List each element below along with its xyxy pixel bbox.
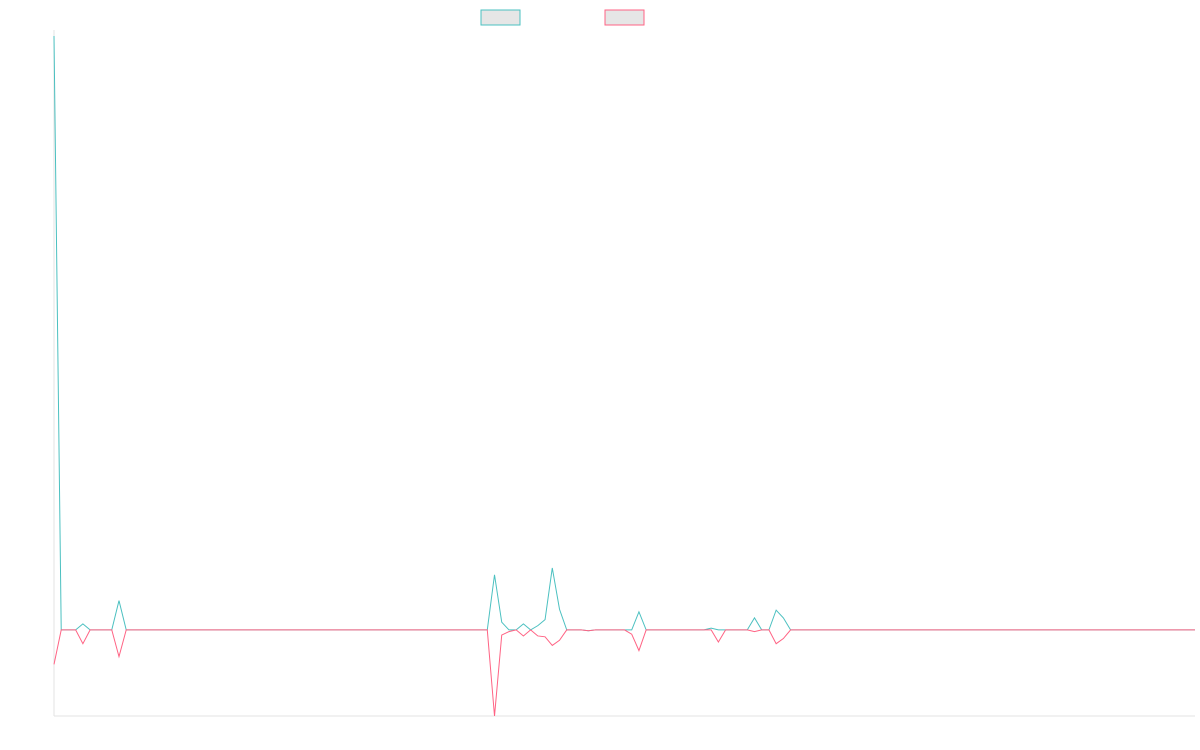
series-line-2 bbox=[53, 629, 1195, 717]
legend-swatch-1[interactable] bbox=[480, 9, 521, 26]
legend[interactable] bbox=[480, 9, 645, 26]
series-group bbox=[53, 35, 1195, 717]
series-line-1 bbox=[53, 35, 1195, 632]
legend-swatch-2[interactable] bbox=[604, 9, 645, 26]
